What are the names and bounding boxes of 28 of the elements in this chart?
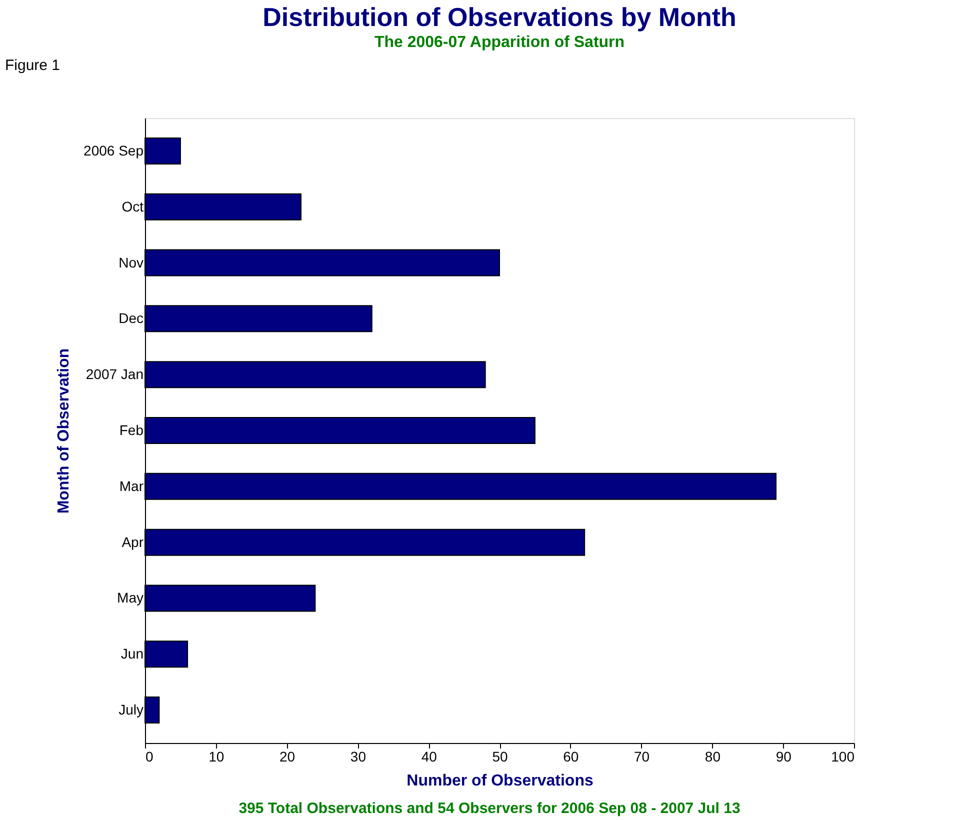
y-tick-label: Feb [119, 422, 144, 438]
x-tick-label: 100 [831, 748, 855, 764]
y-tick-label: July [118, 702, 144, 718]
y-tick-label: Nov [118, 254, 144, 270]
x-tick-label: 30 [350, 748, 366, 764]
x-tick-label: 60 [563, 748, 579, 764]
x-tick-label: 0 [146, 748, 154, 764]
chart-title: Distribution of Observations by Month [262, 2, 736, 32]
x-tick-label: 20 [280, 748, 296, 764]
y-tick-label: Dec [118, 310, 144, 326]
y-tick-label: 2006 Sep [84, 142, 144, 158]
text: 395 Total Observations and 54 Observers for 2006 Sep 08 - 2007 Jul 13 [238, 800, 740, 817]
caption: Figure 1 [5, 57, 60, 74]
x-tick-label: 50 [492, 748, 508, 764]
y-tick-label: 2007 Jan [86, 366, 144, 382]
x-axis-title: Number of Observations [406, 772, 594, 790]
y-axis-title: Month of Observation [56, 348, 73, 514]
chart-subtitle: The 2006-07 Apparition of Saturn [374, 34, 625, 51]
y-tick-label: Jun [120, 646, 144, 662]
x-tick-label: 70 [634, 748, 650, 764]
y-tick-label: Oct [122, 198, 144, 214]
y-tick-label: Mar [119, 478, 144, 494]
y-tick-label: May [117, 590, 144, 606]
x-tick-label: 90 [776, 748, 792, 764]
x-tick-label: 10 [208, 748, 224, 764]
x-tick-label: 40 [421, 748, 438, 764]
x-tick-label: 80 [704, 748, 721, 764]
y-tick-label: Apr [122, 534, 144, 550]
